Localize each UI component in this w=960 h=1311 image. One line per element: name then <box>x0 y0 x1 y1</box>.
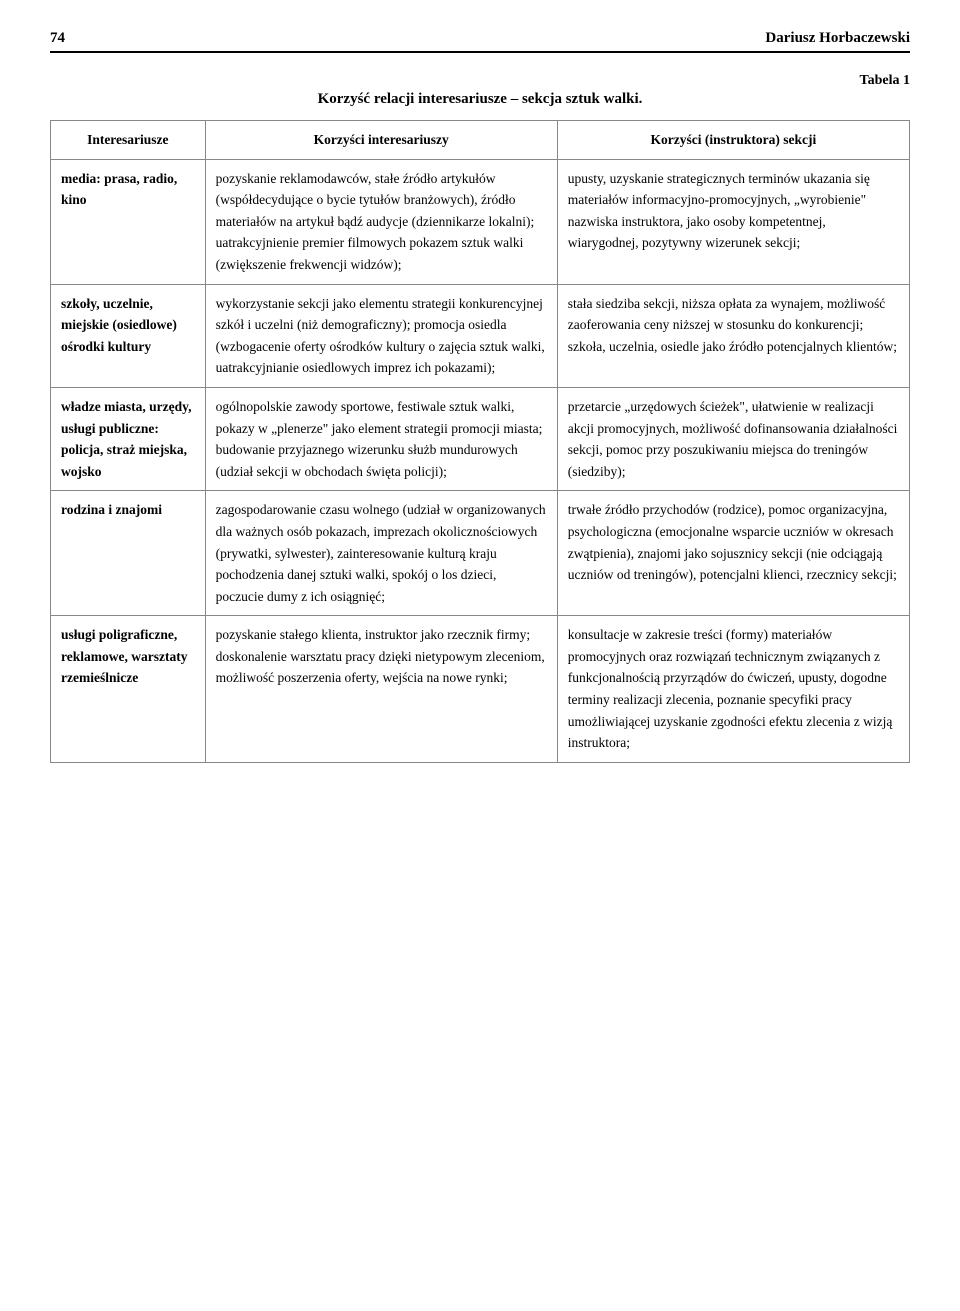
table-row: usługi poligraficzne, reklamowe, warszta… <box>51 616 910 763</box>
table-row: rodzina i znajomizagospodarowanie czasu … <box>51 491 910 616</box>
column-header-benefit-stakeholder: Korzyści interesariuszy <box>205 121 557 160</box>
table-row: media: prasa, radio, kinopozyskanie rekl… <box>51 159 910 284</box>
cell-benefit-instructor: trwałe źródło przychodów (rodzice), pomo… <box>557 491 909 616</box>
cell-benefit-stakeholder: ogólnopolskie zawody sportowe, festiwale… <box>205 387 557 490</box>
table-row: szkoły, uczelnie, miejskie (osiedlowe) o… <box>51 284 910 387</box>
cell-stakeholder: media: prasa, radio, kino <box>51 159 206 284</box>
cell-stakeholder: władze miasta, urzędy, usługi publiczne:… <box>51 387 206 490</box>
table-header-row: Interesariusze Korzyści interesariuszy K… <box>51 121 910 160</box>
table-label: Tabela 1 <box>50 73 910 89</box>
cell-stakeholder: szkoły, uczelnie, miejskie (osiedlowe) o… <box>51 284 206 387</box>
cell-stakeholder: rodzina i znajomi <box>51 491 206 616</box>
cell-benefit-stakeholder: wykorzystanie sekcji jako elementu strat… <box>205 284 557 387</box>
column-header-stakeholder: Interesariusze <box>51 121 206 160</box>
cell-benefit-instructor: upusty, uzyskanie strategicznych terminó… <box>557 159 909 284</box>
cell-benefit-stakeholder: pozyskanie stałego klienta, instruktor j… <box>205 616 557 763</box>
cell-benefit-instructor: stała siedziba sekcji, niższa opłata za … <box>557 284 909 387</box>
cell-benefit-instructor: przetarcie „urzędowych ścieżek", ułatwie… <box>557 387 909 490</box>
author-name: Dariusz Horbaczewski <box>765 30 910 47</box>
cell-benefit-instructor: konsultacje w zakresie treści (formy) ma… <box>557 616 909 763</box>
cell-stakeholder: usługi poligraficzne, reklamowe, warszta… <box>51 616 206 763</box>
cell-benefit-stakeholder: zagospodarowanie czasu wolnego (udział w… <box>205 491 557 616</box>
page-header: 74 Dariusz Horbaczewski <box>50 30 910 53</box>
stakeholder-table: Interesariusze Korzyści interesariuszy K… <box>50 120 910 763</box>
page-number: 74 <box>50 30 65 47</box>
cell-benefit-stakeholder: pozyskanie reklamodawców, stałe źródło a… <box>205 159 557 284</box>
column-header-benefit-instructor: Korzyści (instruktora) sekcji <box>557 121 909 160</box>
table-title: Korzyść relacji interesariusze – sekcja … <box>50 91 910 108</box>
table-row: władze miasta, urzędy, usługi publiczne:… <box>51 387 910 490</box>
